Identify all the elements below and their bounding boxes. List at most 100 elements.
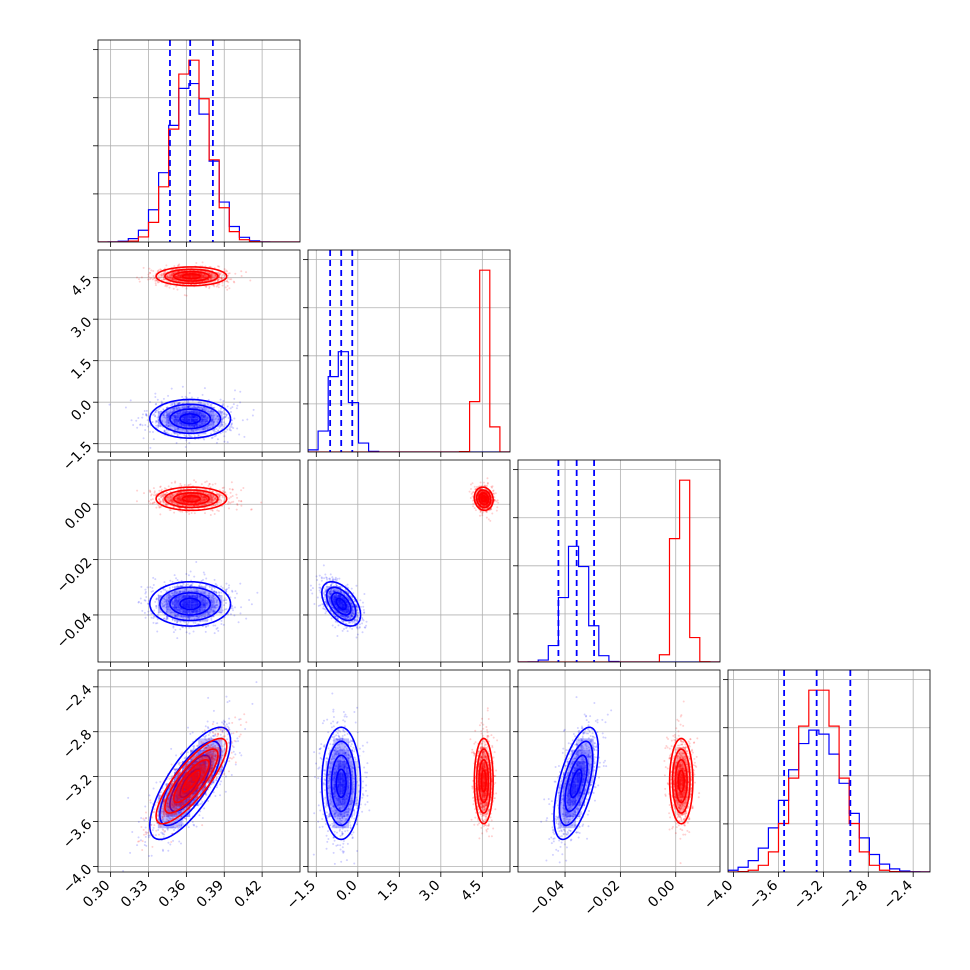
scatter-point xyxy=(216,415,219,418)
scatter-point xyxy=(329,590,332,593)
density-cell xyxy=(198,272,206,275)
scatter-point xyxy=(203,427,206,430)
density-cell xyxy=(165,590,175,596)
scatter-point xyxy=(350,615,353,618)
scatter-point xyxy=(187,405,190,408)
scatter-point xyxy=(203,406,206,409)
scatter-point xyxy=(358,626,361,629)
density-cell xyxy=(170,272,178,275)
scatter-point xyxy=(209,501,212,504)
scatter-point xyxy=(177,613,180,616)
scatter-point xyxy=(167,596,170,599)
density-cell xyxy=(190,608,199,613)
scatter-point xyxy=(183,434,186,437)
scatter-point xyxy=(161,605,164,608)
scatter-point xyxy=(239,582,242,585)
scatter-point xyxy=(223,268,226,271)
scatter-point xyxy=(239,612,242,615)
density-0 xyxy=(325,586,357,622)
scatter-point xyxy=(240,500,243,503)
scatter-point xyxy=(328,577,331,580)
scatter-point xyxy=(138,280,141,283)
scatter-point xyxy=(189,570,192,573)
scatter-point xyxy=(156,424,159,427)
scatter-point xyxy=(362,605,365,608)
scatter-point xyxy=(221,423,224,426)
density-cell xyxy=(177,272,185,275)
scatter-point xyxy=(211,501,214,504)
scatter-point xyxy=(324,573,327,576)
density-cell xyxy=(190,414,199,419)
scatter-point xyxy=(231,589,234,592)
scatter-point xyxy=(174,428,177,431)
scatter-point xyxy=(145,413,148,416)
scatter-point xyxy=(143,409,146,412)
scatter-point xyxy=(331,589,334,592)
scatter-point xyxy=(204,503,207,506)
scatter-point xyxy=(341,629,344,632)
scatter-point xyxy=(184,445,187,448)
scatter-point xyxy=(165,491,168,494)
scatter-point xyxy=(200,585,203,588)
scatter-point xyxy=(167,425,170,428)
scatter-point xyxy=(324,591,327,594)
scatter-point xyxy=(157,411,160,414)
scatter-point xyxy=(204,427,207,430)
density-cell xyxy=(333,603,338,609)
scatter-point xyxy=(210,409,213,412)
scatter-point xyxy=(197,434,200,437)
scatter-point xyxy=(220,276,223,279)
scatter-point xyxy=(208,489,211,492)
scatter-point xyxy=(225,608,228,611)
scatter-point xyxy=(219,611,222,614)
scatter-point xyxy=(220,611,223,614)
density-cell xyxy=(205,272,213,275)
scatter-point xyxy=(213,632,216,635)
scatter-point xyxy=(203,506,206,509)
scatter-point xyxy=(356,625,359,628)
scatter-point xyxy=(207,501,210,504)
scatter-point xyxy=(164,588,167,591)
scatter-point xyxy=(190,584,193,587)
scatter-point xyxy=(236,503,239,506)
scatter-point xyxy=(214,604,217,607)
scatter-point xyxy=(186,487,189,490)
scatter-point xyxy=(158,505,161,508)
scatter-point xyxy=(322,564,325,567)
scatter-point xyxy=(363,611,366,614)
scatter-point xyxy=(151,278,154,281)
scatter-point xyxy=(175,406,178,409)
scatter-point xyxy=(322,592,325,595)
density-cell xyxy=(190,617,199,622)
scatter-point xyxy=(222,489,225,492)
scatter-point xyxy=(359,599,362,602)
scatter-point xyxy=(228,287,231,290)
scatter-point xyxy=(329,593,332,596)
scatter-point xyxy=(223,416,226,419)
scatter-point xyxy=(161,602,164,605)
density-0 xyxy=(157,586,223,622)
scatter-point xyxy=(221,274,224,277)
scatter-point xyxy=(173,591,176,594)
scatter-point xyxy=(175,285,178,288)
scatter-point xyxy=(151,586,154,589)
scatter-point xyxy=(188,483,191,486)
scatter-point xyxy=(225,415,228,418)
scatter-point xyxy=(170,402,173,405)
scatter-point xyxy=(130,419,133,422)
scatter-point xyxy=(188,404,191,407)
scatter-point xyxy=(148,267,151,270)
scatter-point xyxy=(148,400,151,403)
scatter-point xyxy=(210,409,213,412)
density-cell xyxy=(182,599,191,604)
scatter-point xyxy=(208,287,211,290)
scatter-point xyxy=(181,626,184,629)
density-cell xyxy=(157,418,166,423)
scatter-point xyxy=(309,589,312,592)
scatter-point xyxy=(230,422,233,425)
scatter-point xyxy=(156,630,159,633)
scatter-point xyxy=(204,584,207,587)
panel-frame xyxy=(97,459,301,663)
density-cell xyxy=(165,612,175,618)
scatter-point xyxy=(175,407,178,410)
